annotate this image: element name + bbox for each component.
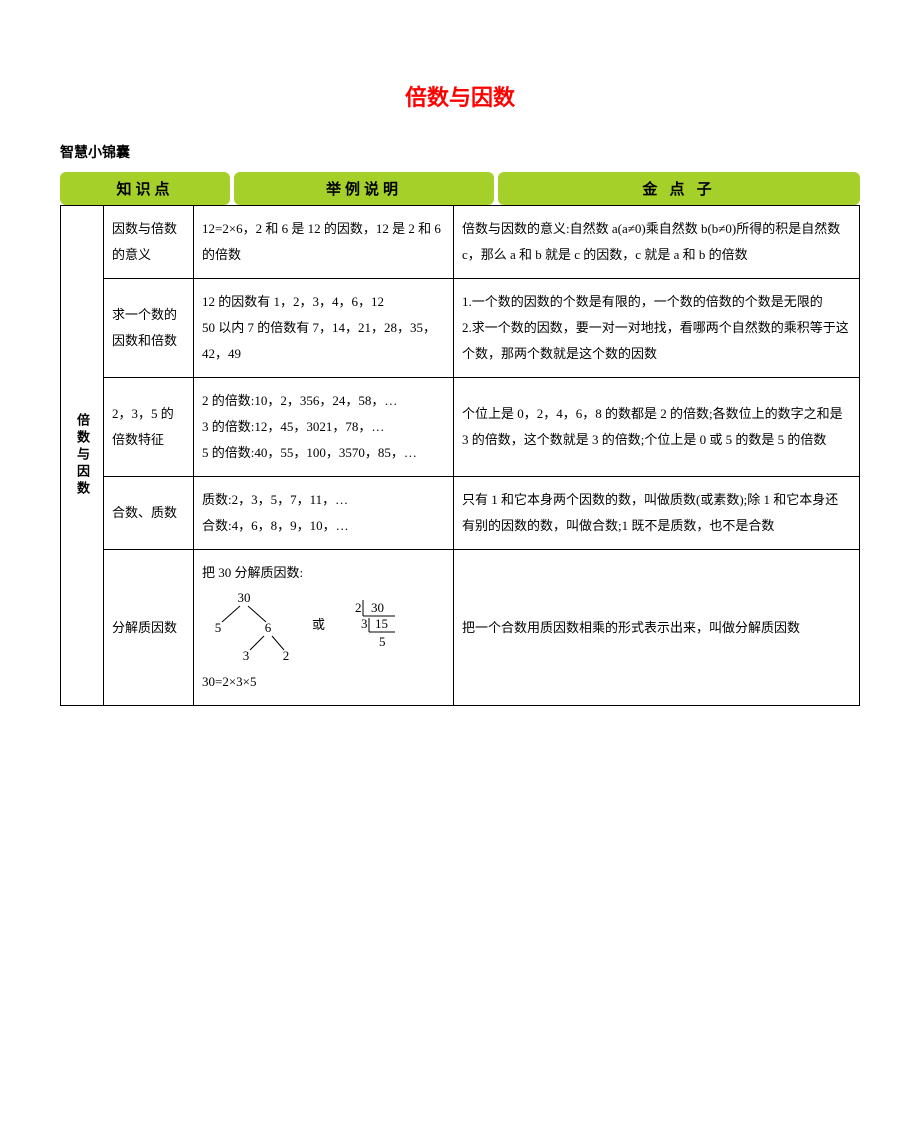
example-post: 30=2×3×5 bbox=[202, 669, 445, 695]
svg-text:3: 3 bbox=[243, 648, 250, 660]
example-cell: 12=2×6，2 和 6 是 12 的因数，12 是 2 和 6 的倍数 bbox=[194, 206, 454, 279]
svg-text:15: 15 bbox=[375, 616, 388, 631]
table-header: 知识点 举例说明 金 点 子 bbox=[60, 172, 860, 205]
svg-text:6: 6 bbox=[265, 620, 272, 635]
sidebar-label: 倍数与因数 bbox=[61, 206, 104, 706]
sub-cell: 2，3，5 的倍数特征 bbox=[104, 378, 194, 477]
example-cell: 质数:2，3，5，7，11，…合数:4，6，8，9，10，… bbox=[194, 477, 454, 550]
sub-cell: 因数与倍数的意义 bbox=[104, 206, 194, 279]
division-ladder-icon: 2 30 3 15 5 bbox=[345, 598, 405, 653]
factor-tree-icon: 30 5 6 3 2 bbox=[202, 590, 292, 660]
header-tip: 金 点 子 bbox=[498, 172, 860, 205]
content-table: 倍数与因数 因数与倍数的意义 12=2×6，2 和 6 是 12 的因数，12 … bbox=[60, 205, 860, 706]
sub-cell: 求一个数的因数和倍数 bbox=[104, 279, 194, 378]
table-row: 2，3，5 的倍数特征 2 的倍数:10，2，356，24，58，…3 的倍数:… bbox=[61, 378, 860, 477]
header-knowledge: 知识点 bbox=[60, 172, 230, 205]
factor-diagrams: 30 5 6 3 2 或 2 30 3 bbox=[202, 590, 405, 660]
example-cell: 2 的倍数:10，2，356，24，58，…3 的倍数:12，45，3021，7… bbox=[194, 378, 454, 477]
tip-cell: 倍数与因数的意义:自然数 a(a≠0)乘自然数 b(b≠0)所得的积是自然数 c… bbox=[454, 206, 860, 279]
svg-text:3: 3 bbox=[361, 616, 368, 631]
table-row: 求一个数的因数和倍数 12 的因数有 1，2，3，4，6，1250 以内 7 的… bbox=[61, 279, 860, 378]
svg-text:30: 30 bbox=[238, 590, 251, 605]
tip-cell: 只有 1 和它本身两个因数的数，叫做质数(或素数);除 1 和它本身还有别的因数… bbox=[454, 477, 860, 550]
header-example: 举例说明 bbox=[234, 172, 494, 205]
svg-text:2: 2 bbox=[355, 600, 362, 615]
table-row: 合数、质数 质数:2，3，5，7，11，…合数:4，6，8，9，10，… 只有 … bbox=[61, 477, 860, 550]
svg-text:30: 30 bbox=[371, 600, 384, 615]
tip-cell: 1.一个数的因数的个数是有限的，一个数的倍数的个数是无限的2.求一个数的因数，要… bbox=[454, 279, 860, 378]
tip-cell: 把一个合数用质因数相乘的形式表示出来，叫做分解质因数 bbox=[454, 550, 860, 706]
sub-cell: 合数、质数 bbox=[104, 477, 194, 550]
or-label: 或 bbox=[312, 612, 325, 638]
example-pre: 把 30 分解质因数: bbox=[202, 560, 445, 586]
table-row: 分解质因数 把 30 分解质因数: 30 5 6 3 2 或 2 bbox=[61, 550, 860, 706]
sub-cell: 分解质因数 bbox=[104, 550, 194, 706]
page-title: 倍数与因数 bbox=[60, 80, 860, 112]
example-cell: 把 30 分解质因数: 30 5 6 3 2 或 2 bbox=[194, 550, 454, 706]
example-cell: 12 的因数有 1，2，3，4，6，1250 以内 7 的倍数有 7，14，21… bbox=[194, 279, 454, 378]
svg-text:5: 5 bbox=[215, 620, 222, 635]
tip-cell: 个位上是 0，2，4，6，8 的数都是 2 的倍数;各数位上的数字之和是 3 的… bbox=[454, 378, 860, 477]
subtitle: 智慧小锦囊 bbox=[60, 142, 860, 162]
svg-text:2: 2 bbox=[283, 648, 290, 660]
svg-text:5: 5 bbox=[379, 634, 386, 649]
table-row: 倍数与因数 因数与倍数的意义 12=2×6，2 和 6 是 12 的因数，12 … bbox=[61, 206, 860, 279]
